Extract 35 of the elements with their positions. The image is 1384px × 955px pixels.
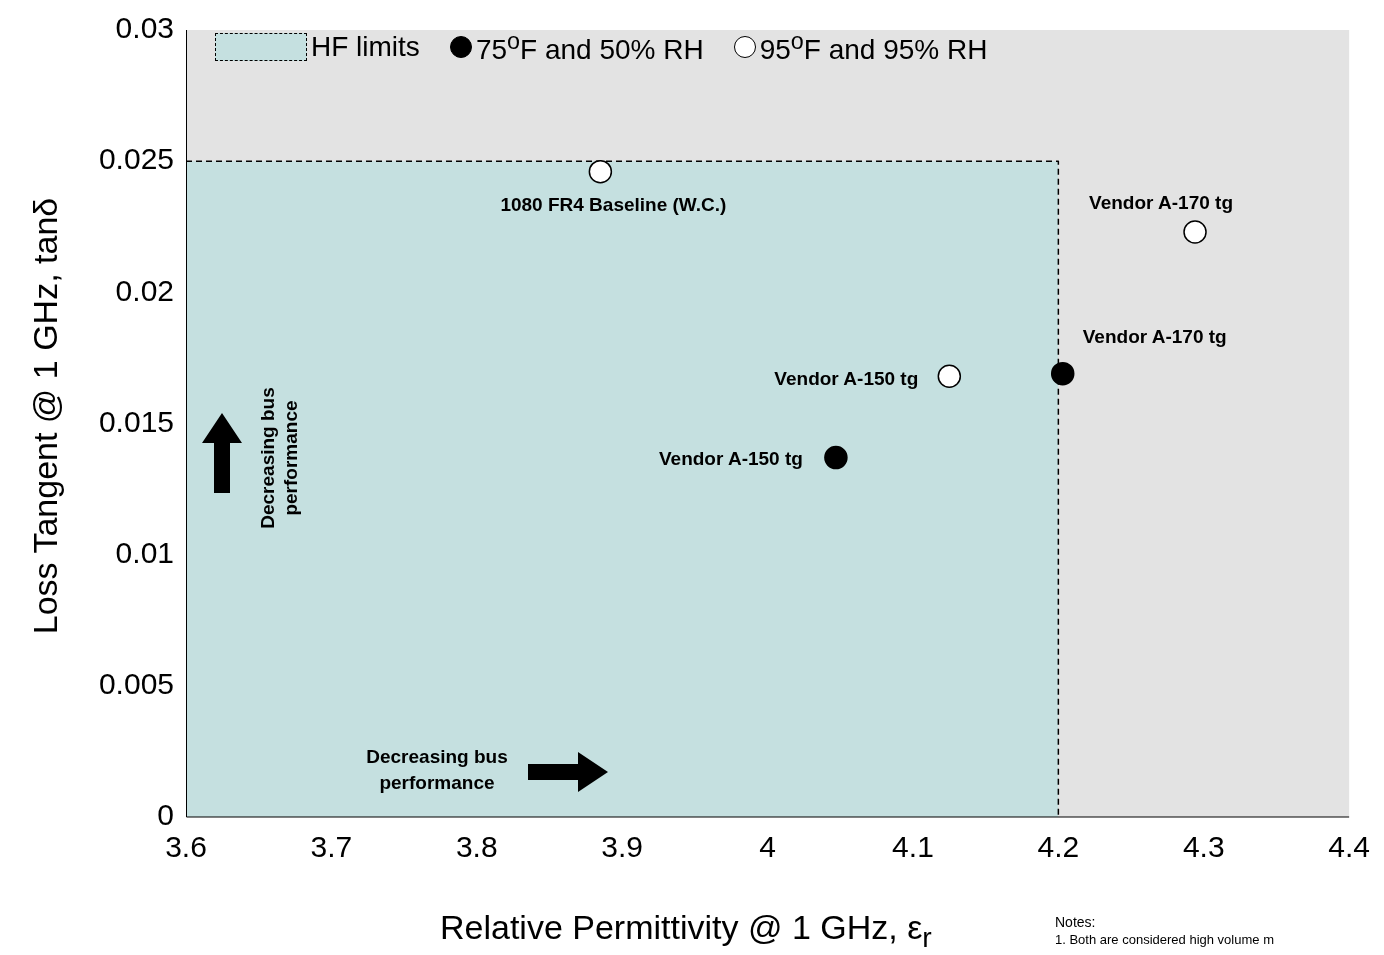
y-tick-label: 0 bbox=[157, 798, 174, 832]
point bbox=[1183, 220, 1207, 244]
x-tick-label: 4.1 bbox=[892, 830, 934, 864]
y-tick-label: 0.01 bbox=[115, 535, 174, 569]
legend-label: 75$^{o}$F and 50% RH bbox=[475, 28, 704, 67]
point bbox=[588, 159, 613, 184]
annotation: Vendor A-170 tg bbox=[1082, 325, 1227, 347]
x-tick-label: 3.8 bbox=[455, 830, 498, 864]
legend-label: HF limits bbox=[311, 31, 420, 64]
y-tick-label: 0.025 bbox=[98, 142, 174, 176]
x-tick-label: 3.9 bbox=[601, 830, 644, 864]
annotation: Vendor A-170 tg bbox=[1089, 192, 1234, 214]
annotation: Vendor A-150 tg bbox=[658, 447, 803, 469]
y-tick-label: 0.015 bbox=[98, 404, 174, 438]
y-tick-label: 0.02 bbox=[115, 273, 174, 307]
point bbox=[937, 364, 962, 389]
y-tick-label: 0.03 bbox=[115, 11, 174, 45]
text: Notes: bbox=[1055, 914, 1096, 930]
point bbox=[824, 445, 848, 470]
annotation: Vendor A-150 tg bbox=[774, 367, 919, 389]
point bbox=[1050, 361, 1075, 386]
text: 1. Both are considered high volume m bbox=[1055, 932, 1274, 947]
x-axis-title: Relative Permittivity @ 1 GHz, ε$_{r}$ bbox=[440, 908, 932, 954]
x-tick-label: 3.7 bbox=[310, 830, 353, 864]
legend-label: 95$^{o}$F and 95% RH bbox=[759, 28, 988, 67]
x-tick-label: 4.4 bbox=[1328, 830, 1371, 864]
y-tick-label: 0.005 bbox=[98, 667, 174, 701]
x-tick-label: 4 bbox=[759, 830, 776, 864]
x-tick-label: 4.3 bbox=[1182, 830, 1225, 864]
y-axis-title: Loss Tangent @ 1 GHz, tanδ bbox=[25, 197, 65, 635]
annotation: Decreasing bus performance bbox=[256, 386, 302, 531]
x-tick-label: 3.6 bbox=[165, 830, 207, 864]
annotation: 1080 FR4 Baseline (W.C.) bbox=[500, 193, 727, 215]
x-tick-label: 4.2 bbox=[1037, 830, 1080, 864]
annotation: Decreasing bus performance bbox=[365, 745, 509, 795]
